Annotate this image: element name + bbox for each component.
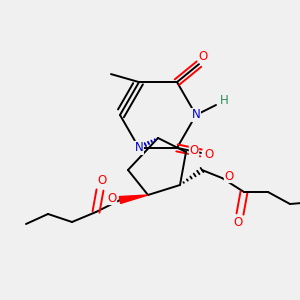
Text: N: N <box>192 109 200 122</box>
Polygon shape <box>119 195 148 203</box>
Text: O: O <box>98 175 106 188</box>
Text: O: O <box>107 191 117 205</box>
Text: O: O <box>233 217 243 230</box>
Text: O: O <box>189 143 199 157</box>
Text: H: H <box>220 94 228 107</box>
Text: O: O <box>204 148 214 161</box>
Text: N: N <box>135 141 143 154</box>
Text: O: O <box>198 50 208 63</box>
Text: O: O <box>224 169 234 182</box>
